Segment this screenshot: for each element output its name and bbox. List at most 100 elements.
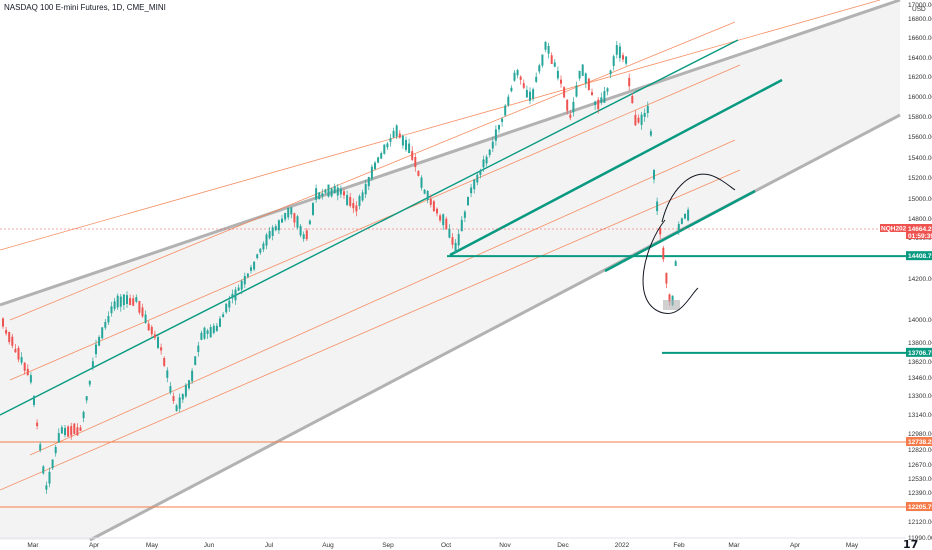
candle — [147, 323, 150, 331]
candle — [107, 315, 110, 323]
candle — [194, 356, 197, 365]
annotation-curve-bottom[interactable] — [642, 219, 699, 315]
x-tick-label: Jul — [265, 542, 274, 549]
candle — [157, 336, 159, 348]
candle — [160, 347, 163, 351]
candle — [556, 70, 559, 79]
candle — [169, 386, 172, 393]
candle — [104, 321, 107, 328]
candle — [429, 199, 432, 205]
candle — [33, 396, 35, 405]
candle — [494, 129, 497, 141]
trendline-upper[interactable] — [449, 78, 783, 257]
midline-trend[interactable] — [0, 39, 739, 416]
candle — [327, 184, 330, 197]
candle — [395, 125, 398, 137]
y-tick-label: 14800.00 — [908, 216, 932, 223]
candle — [625, 56, 628, 64]
candle — [677, 224, 680, 231]
y-tick-label: 12120.00 — [908, 519, 932, 526]
candle — [501, 118, 504, 122]
channel-shading — [0, 0, 900, 540]
candle — [349, 196, 352, 206]
candle — [594, 101, 597, 105]
x-tick-label: Apr — [790, 542, 801, 549]
candle — [336, 187, 339, 196]
candle — [668, 294, 671, 302]
channel-inner-line[interactable] — [9, 64, 741, 381]
candle — [312, 203, 314, 215]
candle — [436, 208, 438, 214]
candle — [197, 345, 200, 353]
candle — [519, 76, 522, 80]
candle — [659, 227, 662, 235]
candle — [29, 375, 32, 383]
candle — [470, 187, 473, 194]
candle — [600, 97, 603, 103]
candle — [60, 427, 63, 434]
x-tick-label: 2022 — [615, 542, 630, 549]
candle — [532, 89, 535, 99]
candle — [64, 427, 66, 436]
candle — [507, 96, 510, 106]
candle — [488, 149, 491, 156]
candle — [587, 78, 590, 90]
candle — [408, 143, 411, 154]
candle — [665, 273, 668, 284]
channel-inner-line[interactable] — [29, 139, 736, 456]
candle — [581, 64, 584, 76]
candle — [476, 174, 479, 183]
channel-lower-line[interactable] — [89, 113, 901, 542]
chart-title: NASDAQ 100 E-mini Futures, 1D, CME_MINI — [4, 3, 166, 12]
candle — [674, 261, 677, 266]
candle — [219, 318, 221, 327]
candle — [110, 306, 113, 314]
candle — [51, 459, 54, 469]
candle — [122, 294, 125, 305]
channel-inner-line[interactable] — [0, 169, 741, 491]
y-tick-label: 12670.00 — [908, 462, 932, 469]
annotation-curve-top[interactable] — [661, 173, 736, 223]
candle — [432, 201, 435, 212]
candle — [166, 370, 169, 378]
candle — [575, 85, 578, 97]
candle — [370, 166, 373, 179]
candle — [231, 293, 234, 299]
candle — [560, 79, 562, 84]
channel-upper-line[interactable] — [0, 0, 901, 307]
y-tick-label: 12390.00 — [908, 490, 932, 497]
candle — [153, 334, 156, 338]
candle — [656, 201, 659, 212]
candle — [485, 156, 488, 164]
candle — [45, 485, 48, 490]
candle — [482, 159, 485, 168]
y-tick-label: 15000.00 — [908, 196, 932, 203]
candle — [529, 91, 531, 101]
candle — [132, 298, 135, 306]
candle — [653, 170, 655, 180]
candle — [591, 92, 593, 96]
y-tick-label: 11990.00 — [908, 535, 932, 542]
candle — [516, 70, 519, 76]
candle — [612, 56, 615, 67]
candle — [101, 327, 104, 339]
candle — [5, 329, 8, 334]
candle — [572, 101, 575, 113]
candle — [423, 189, 426, 194]
candle — [284, 212, 287, 220]
y-tick-label: 16200.00 — [908, 74, 932, 81]
candle — [377, 157, 380, 163]
highlight-box[interactable] — [663, 300, 680, 310]
candle — [631, 95, 634, 104]
candle — [321, 193, 324, 197]
candle — [680, 218, 683, 224]
candle — [330, 188, 333, 197]
candle — [119, 296, 122, 307]
candle — [126, 295, 128, 305]
y-tick-label: 14000.00 — [908, 317, 932, 324]
y-tick-label: 15400.00 — [908, 155, 932, 162]
candle — [305, 230, 308, 240]
trendline-lower[interactable] — [604, 189, 756, 273]
